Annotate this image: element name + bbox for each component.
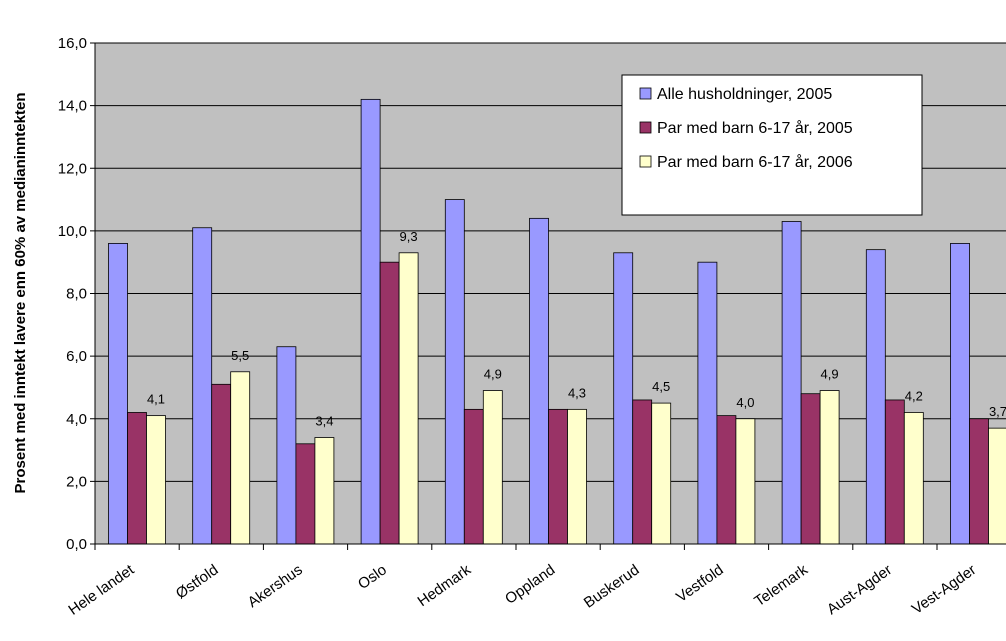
bar-series-2 — [211, 383, 232, 545]
legend-box — [621, 74, 923, 216]
x-tick-label: Telemark — [751, 561, 811, 610]
legend-entry: Par med barn 6-17 år, 2006 — [657, 153, 853, 171]
x-tick-label: Oppland — [502, 561, 558, 607]
bar-series-1 — [950, 242, 970, 545]
x-tick-label: Vest-Agder — [909, 561, 980, 617]
legend-swatch — [639, 87, 652, 100]
legend: Alle husholdninger, 2005 Par med barn 6-1… — [621, 74, 923, 216]
data-labels: 4,1 5,5 3,4 9,3 4,9 4,3 4,5 4,0 4,9 4,2 3,7 — [147, 229, 1006, 429]
legend-swatch — [639, 155, 652, 168]
bar-series-2 — [716, 415, 737, 545]
x-tick-label: Akershus — [245, 561, 306, 611]
data-label: 9,3 — [400, 229, 418, 244]
legend-entry: Alle husholdninger, 2005 — [657, 86, 832, 103]
data-label: 3,4 — [315, 414, 333, 429]
bar-series-3 — [482, 390, 503, 545]
bar-series-3 — [567, 408, 587, 545]
bar-series-2 — [969, 418, 989, 545]
y-axis-ticks: 0,0 2,0 4,0 6,0 8,0 10,0 12,0 14,0 16,0 — [58, 35, 95, 553]
bar-series-1 — [276, 346, 297, 545]
bar-series-3 — [146, 415, 166, 545]
data-label: 3,7 — [989, 404, 1006, 419]
bar-series-1 — [865, 249, 886, 545]
data-label: 4,2 — [905, 388, 923, 403]
y-tick-label: 16,0 — [58, 35, 87, 52]
y-tick-label: 0,0 — [66, 536, 87, 553]
bar-series-1 — [444, 199, 465, 545]
x-tick-label: Vestfold — [673, 561, 726, 606]
bar-series-2 — [800, 393, 821, 545]
y-tick-label: 12,0 — [58, 160, 87, 177]
data-label: 4,1 — [147, 392, 165, 407]
y-tick-label: 6,0 — [66, 348, 87, 365]
bar-series-1 — [613, 252, 634, 545]
bar-series-1 — [192, 227, 213, 545]
x-axis-ticks: Hele landet Østfold Akershus Oslo Hedmark Opp… — [65, 544, 979, 619]
y-tick-label: 8,0 — [66, 286, 87, 303]
legend-entry: Par med barn 6-17 år, 2005 — [657, 119, 853, 137]
data-label: 4,9 — [484, 367, 502, 382]
bar-series-1 — [529, 217, 549, 545]
y-tick-label: 10,0 — [58, 223, 87, 240]
bar-series-3 — [735, 418, 756, 545]
x-tick-label: Hedmark — [414, 561, 474, 610]
data-label: 4,3 — [568, 385, 586, 400]
y-tick-label: 2,0 — [66, 473, 87, 490]
bar-series-1 — [781, 221, 802, 545]
x-tick-label: Oslo — [355, 561, 390, 593]
x-tick-label: Buskerud — [581, 561, 643, 611]
x-tick-label: Aust-Agder — [824, 561, 895, 618]
x-tick-label: Hele landet — [65, 561, 138, 619]
data-label: 4,9 — [821, 367, 839, 382]
bar-series-3 — [398, 252, 419, 545]
bar-series-2 — [295, 443, 316, 545]
y-tick-label: 4,0 — [66, 411, 87, 428]
bar-series-3 — [988, 427, 1006, 545]
bar-series-2 — [884, 399, 905, 545]
bar-series-1 — [360, 98, 381, 545]
bar-series-2 — [127, 412, 147, 545]
y-tick-label: 14,0 — [58, 98, 87, 115]
bar-series-2 — [548, 408, 568, 545]
x-tick-label: Østfold — [173, 561, 222, 602]
bar-series-3 — [230, 371, 251, 545]
data-label: 5,5 — [231, 348, 249, 363]
bar-series-1 — [697, 261, 718, 545]
bar-series-3 — [314, 437, 335, 545]
bar-series-3 — [651, 402, 672, 545]
bar-series-2 — [379, 261, 400, 545]
bar-series-1 — [108, 242, 128, 545]
legend-swatch — [639, 121, 652, 134]
data-label: 4,0 — [736, 395, 754, 410]
bar-series-3 — [903, 412, 924, 545]
data-label: 4,5 — [652, 379, 670, 394]
bar-series-3 — [819, 390, 840, 545]
bar-series-2 — [632, 399, 653, 545]
y-axis-label: Prosent med inntekt lavere enn 60% av me… — [12, 93, 29, 494]
bar-series-2 — [463, 408, 484, 545]
